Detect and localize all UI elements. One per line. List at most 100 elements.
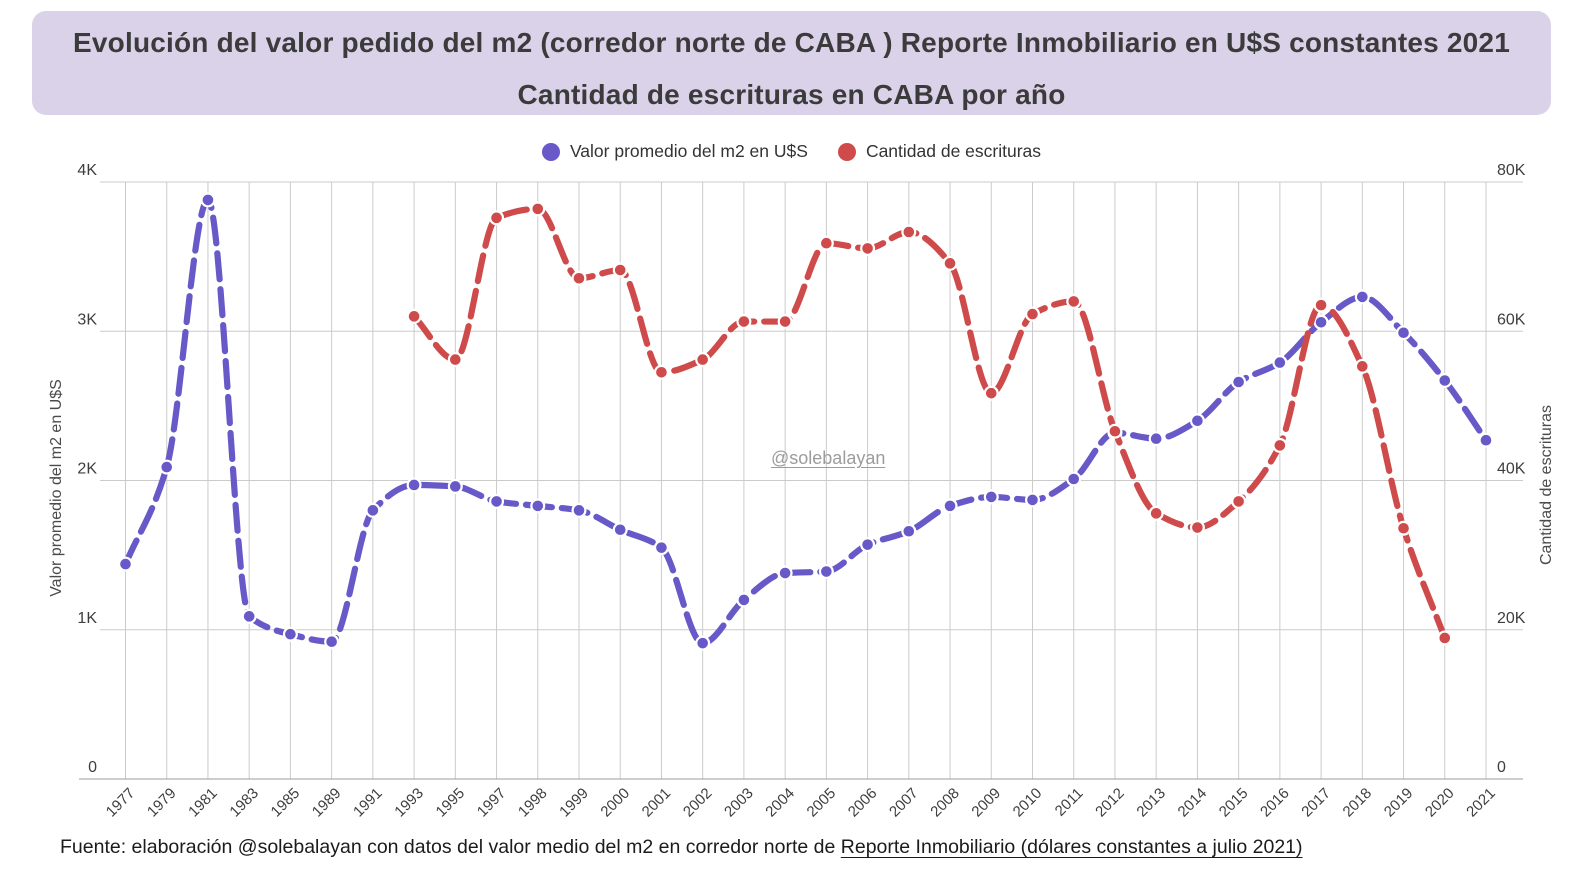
series-line-0 xyxy=(122,196,1490,647)
data-point-series-1 xyxy=(1066,293,1082,309)
y-axis-tick-left: 1K xyxy=(77,610,97,627)
x-axis-tick: 2017 xyxy=(1298,785,1334,821)
x-axis-tick: 2001 xyxy=(639,785,675,821)
data-point-series-1 xyxy=(489,210,505,226)
y-axis-title-right: Cantidad de escrituras xyxy=(1538,404,1555,566)
data-point-series-1 xyxy=(653,364,669,380)
x-axis-tick: 2009 xyxy=(968,785,1004,821)
data-point-series-0 xyxy=(942,498,958,514)
legend-label-valor: Valor promedio del m2 en U$S xyxy=(569,141,808,161)
data-point-series-0 xyxy=(777,565,793,581)
data-point-series-0 xyxy=(1189,413,1205,429)
data-point-series-0 xyxy=(818,564,834,580)
data-point-series-0 xyxy=(365,502,381,518)
x-axis-tick: 2013 xyxy=(1133,785,1169,821)
x-axis-tick: 2018 xyxy=(1340,785,1376,821)
data-point-series-0 xyxy=(159,459,175,475)
data-point-series-1 xyxy=(1107,423,1123,439)
y-axis-title-left: Valor promedio del m2 en U$S xyxy=(48,379,65,597)
x-axis-tick: 1995 xyxy=(433,785,469,821)
data-point-series-1 xyxy=(818,235,834,251)
x-axis-tick: 1983 xyxy=(226,785,262,821)
data-point-series-0 xyxy=(1066,471,1082,487)
data-point-series-0 xyxy=(1024,492,1040,508)
x-axis-tick: 2014 xyxy=(1175,785,1211,821)
data-point-series-1 xyxy=(1272,437,1288,453)
data-point-series-1 xyxy=(612,262,628,278)
data-point-series-1 xyxy=(860,240,876,256)
data-point-series-0 xyxy=(406,477,422,493)
x-axis-tick: 2020 xyxy=(1422,785,1458,821)
data-point-series-0 xyxy=(1272,355,1288,371)
x-axis-tick: 1985 xyxy=(268,785,304,821)
data-point-series-1 xyxy=(530,201,546,217)
x-axis-tick: 1979 xyxy=(144,785,180,821)
data-point-series-1 xyxy=(777,314,793,330)
x-axis-tick: 1999 xyxy=(556,785,592,821)
source-note: Fuente: elaboración @solebalayan con dat… xyxy=(60,836,1303,859)
data-point-series-1 xyxy=(736,314,752,330)
data-point-series-0 xyxy=(612,522,628,538)
data-point-series-0 xyxy=(736,592,752,608)
data-point-series-0 xyxy=(1437,373,1453,389)
data-point-series-0 xyxy=(1313,314,1329,330)
x-axis-tick: 1991 xyxy=(350,785,386,821)
data-point-series-0 xyxy=(1478,432,1494,448)
y-axis-tick-right: 40K xyxy=(1497,461,1526,478)
data-point-series-0 xyxy=(324,634,340,650)
y-axis-tick-right: 20K xyxy=(1497,610,1526,627)
data-point-series-1 xyxy=(1024,306,1040,322)
x-axis-tick: 2006 xyxy=(845,785,881,821)
x-axis-tick: 2000 xyxy=(597,785,633,821)
data-point-series-0 xyxy=(1396,325,1412,341)
legend-marker-escrituras-icon xyxy=(837,142,856,161)
legend-item-valor: Valor promedio del m2 en U$S xyxy=(541,141,808,162)
legend: Valor promedio del m2 en U$S Cantidad de… xyxy=(0,141,1583,162)
x-axis-tick: 1977 xyxy=(103,785,139,821)
watermark: @solebalayan xyxy=(771,448,886,468)
data-point-series-1 xyxy=(983,385,999,401)
title-banner: Evolución del valor pedido del m2 (corre… xyxy=(32,11,1551,115)
data-point-series-0 xyxy=(447,478,463,494)
data-point-series-1 xyxy=(447,352,463,368)
x-axis-tick: 2007 xyxy=(886,785,922,821)
y-axis-tick-left: 2K xyxy=(77,461,97,478)
y-axis-tick-right: 80K xyxy=(1497,162,1526,179)
x-axis-tick: 2021 xyxy=(1463,785,1499,821)
data-point-series-0 xyxy=(860,537,876,553)
data-point-series-0 xyxy=(200,192,216,208)
data-point-series-0 xyxy=(1354,289,1370,305)
y-axis-tick-left: 0 xyxy=(88,759,97,776)
data-point-series-0 xyxy=(983,489,999,505)
x-axis-tick: 1998 xyxy=(515,785,551,821)
data-point-series-0 xyxy=(489,493,505,509)
x-axis-tick: 1981 xyxy=(185,785,221,821)
data-point-series-0 xyxy=(282,626,298,642)
x-axis-tick: 2011 xyxy=(1052,785,1087,820)
x-axis-tick: 2010 xyxy=(1010,785,1046,821)
x-axis-tick: 2008 xyxy=(927,785,963,821)
x-axis-tick: 1989 xyxy=(309,785,345,821)
data-point-series-1 xyxy=(1354,358,1370,374)
data-point-series-0 xyxy=(241,608,257,624)
x-axis-tick: 2003 xyxy=(721,785,757,821)
y-axis-tick-right: 60K xyxy=(1497,311,1526,328)
data-point-series-1 xyxy=(406,308,422,324)
page-subtitle: Cantidad de escrituras en CABA por año xyxy=(517,79,1066,110)
data-point-series-1 xyxy=(1437,630,1453,646)
data-point-series-1 xyxy=(571,270,587,286)
x-axis-tick: 2002 xyxy=(680,785,716,821)
source-link[interactable]: Reporte Inmobiliario (dólares constantes… xyxy=(840,836,1303,858)
data-point-series-0 xyxy=(117,556,133,572)
x-axis-tick: 2016 xyxy=(1257,785,1293,821)
data-point-series-1 xyxy=(1396,520,1412,536)
data-point-series-0 xyxy=(653,540,669,556)
data-point-series-1 xyxy=(942,255,958,271)
x-axis-tick: 2004 xyxy=(762,785,798,821)
series-line-1 xyxy=(410,205,1448,642)
y-axis-tick-left: 3K xyxy=(77,311,97,328)
page-title: Evolución del valor pedido del m2 (corre… xyxy=(73,27,1510,58)
source-note-text: Fuente: elaboración @solebalayan con dat… xyxy=(60,836,841,858)
